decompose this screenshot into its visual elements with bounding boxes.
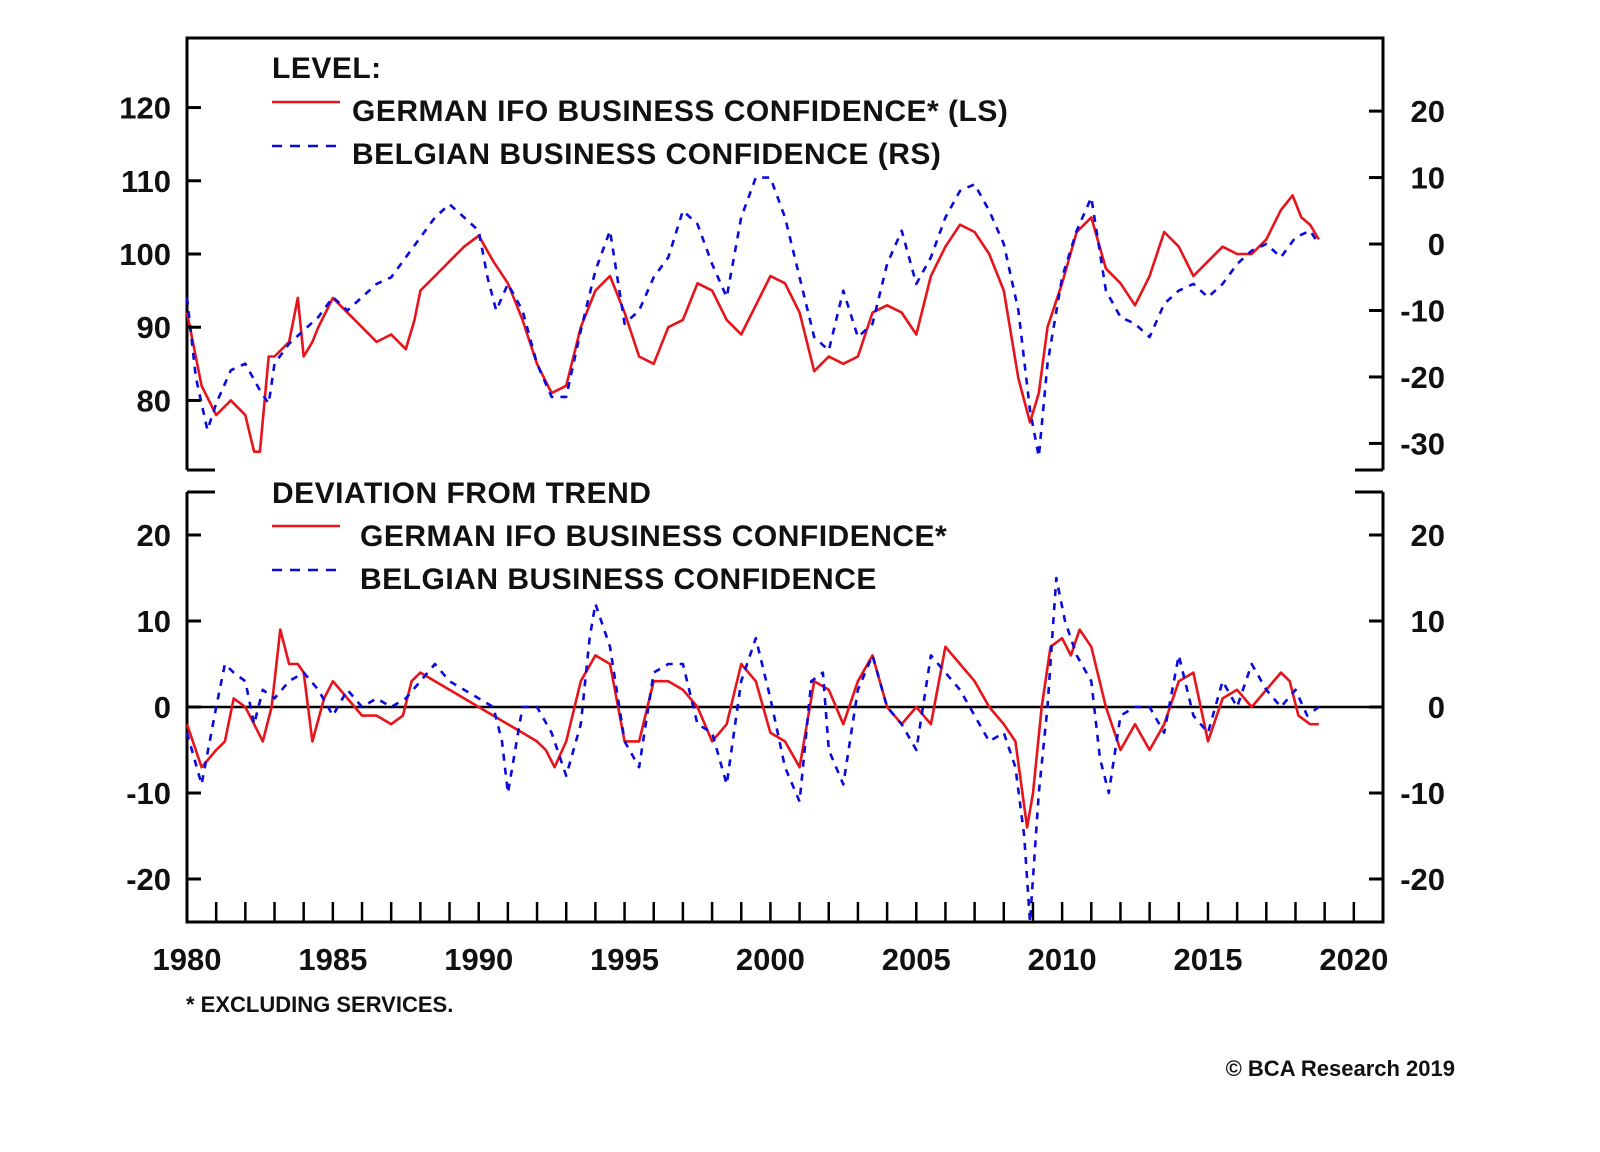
y-tick-label: 0	[1428, 227, 1445, 262]
top-legend-heading: LEVEL:	[272, 52, 382, 85]
y-tick-label: 90	[137, 310, 171, 345]
german-ifo-line	[185, 194, 1320, 453]
x-tick-label: 1990	[444, 942, 513, 977]
x-tick-label: 2000	[736, 942, 805, 977]
belgian-confidence-line	[185, 576, 1320, 924]
y-tick-label: -10	[126, 776, 171, 811]
y-tick-label: 20	[137, 518, 171, 553]
y-tick-label: 80	[137, 383, 171, 418]
y-tick-label: -20	[1400, 360, 1445, 395]
x-tick-label: 2010	[1028, 942, 1097, 977]
x-tick-label: 1985	[298, 942, 367, 977]
y-tick-label: 0	[1428, 690, 1445, 725]
top-legend-label-german: GERMAN IFO BUSINESS CONFIDENCE* (LS)	[352, 95, 1008, 128]
y-tick-label: -10	[1400, 776, 1445, 811]
x-axis: 1980 1985 1990 1995 2000 2005 2010 2015 2020	[153, 902, 1388, 977]
bottom-panel-frame	[185, 490, 1385, 924]
footnote: * EXCLUDING SERVICES.	[186, 992, 453, 1017]
german-ifo-line	[185, 628, 1319, 829]
x-tick-label: 2005	[882, 942, 951, 977]
x-tick-label: 2015	[1173, 942, 1242, 977]
y-tick-label: 10	[1411, 604, 1445, 639]
y-tick-label: -30	[1400, 426, 1445, 461]
y-tick-label: 10	[137, 604, 171, 639]
y-tick-label: 10	[1411, 161, 1445, 196]
top-right-axis: 20 10 0 -10 -20 -30	[1369, 94, 1445, 461]
top-legend-label-belgian: BELGIAN BUSINESS CONFIDENCE (RS)	[352, 138, 941, 171]
y-tick-label: 100	[119, 237, 171, 272]
bottom-panel-series	[185, 576, 1320, 924]
y-tick-label: -20	[1400, 862, 1445, 897]
bottom-left-axis: 20 10 0 -10 -20	[126, 518, 201, 897]
y-tick-label: 20	[1411, 94, 1445, 129]
y-tick-label: -20	[126, 862, 171, 897]
x-tick-label: 1995	[590, 942, 659, 977]
x-tick-label: 1980	[153, 942, 222, 977]
bottom-legend: DEVIATION FROM TREND GERMAN IFO BUSINESS…	[272, 477, 947, 596]
x-tick-label: 2020	[1319, 942, 1388, 977]
top-panel-series	[185, 176, 1320, 458]
bottom-legend-label-belgian: BELGIAN BUSINESS CONFIDENCE	[360, 563, 877, 596]
y-tick-label: -10	[1400, 293, 1445, 328]
bottom-legend-heading: DEVIATION FROM TREND	[272, 477, 651, 510]
bottom-right-axis: 20 10 0 -10 -20	[1369, 518, 1445, 897]
copyright: © BCA Research 2019	[1226, 1056, 1455, 1081]
belgian-confidence-line	[185, 176, 1320, 458]
y-tick-label: 110	[121, 164, 171, 199]
y-tick-label: 120	[119, 91, 171, 126]
y-tick-label: 20	[1411, 518, 1445, 553]
top-legend: LEVEL: GERMAN IFO BUSINESS CONFIDENCE* (…	[272, 52, 1008, 171]
y-tick-label: 0	[154, 690, 171, 725]
top-left-axis: 120 110 100 90 80	[119, 91, 201, 418]
bottom-legend-label-german: GERMAN IFO BUSINESS CONFIDENCE*	[360, 520, 947, 553]
